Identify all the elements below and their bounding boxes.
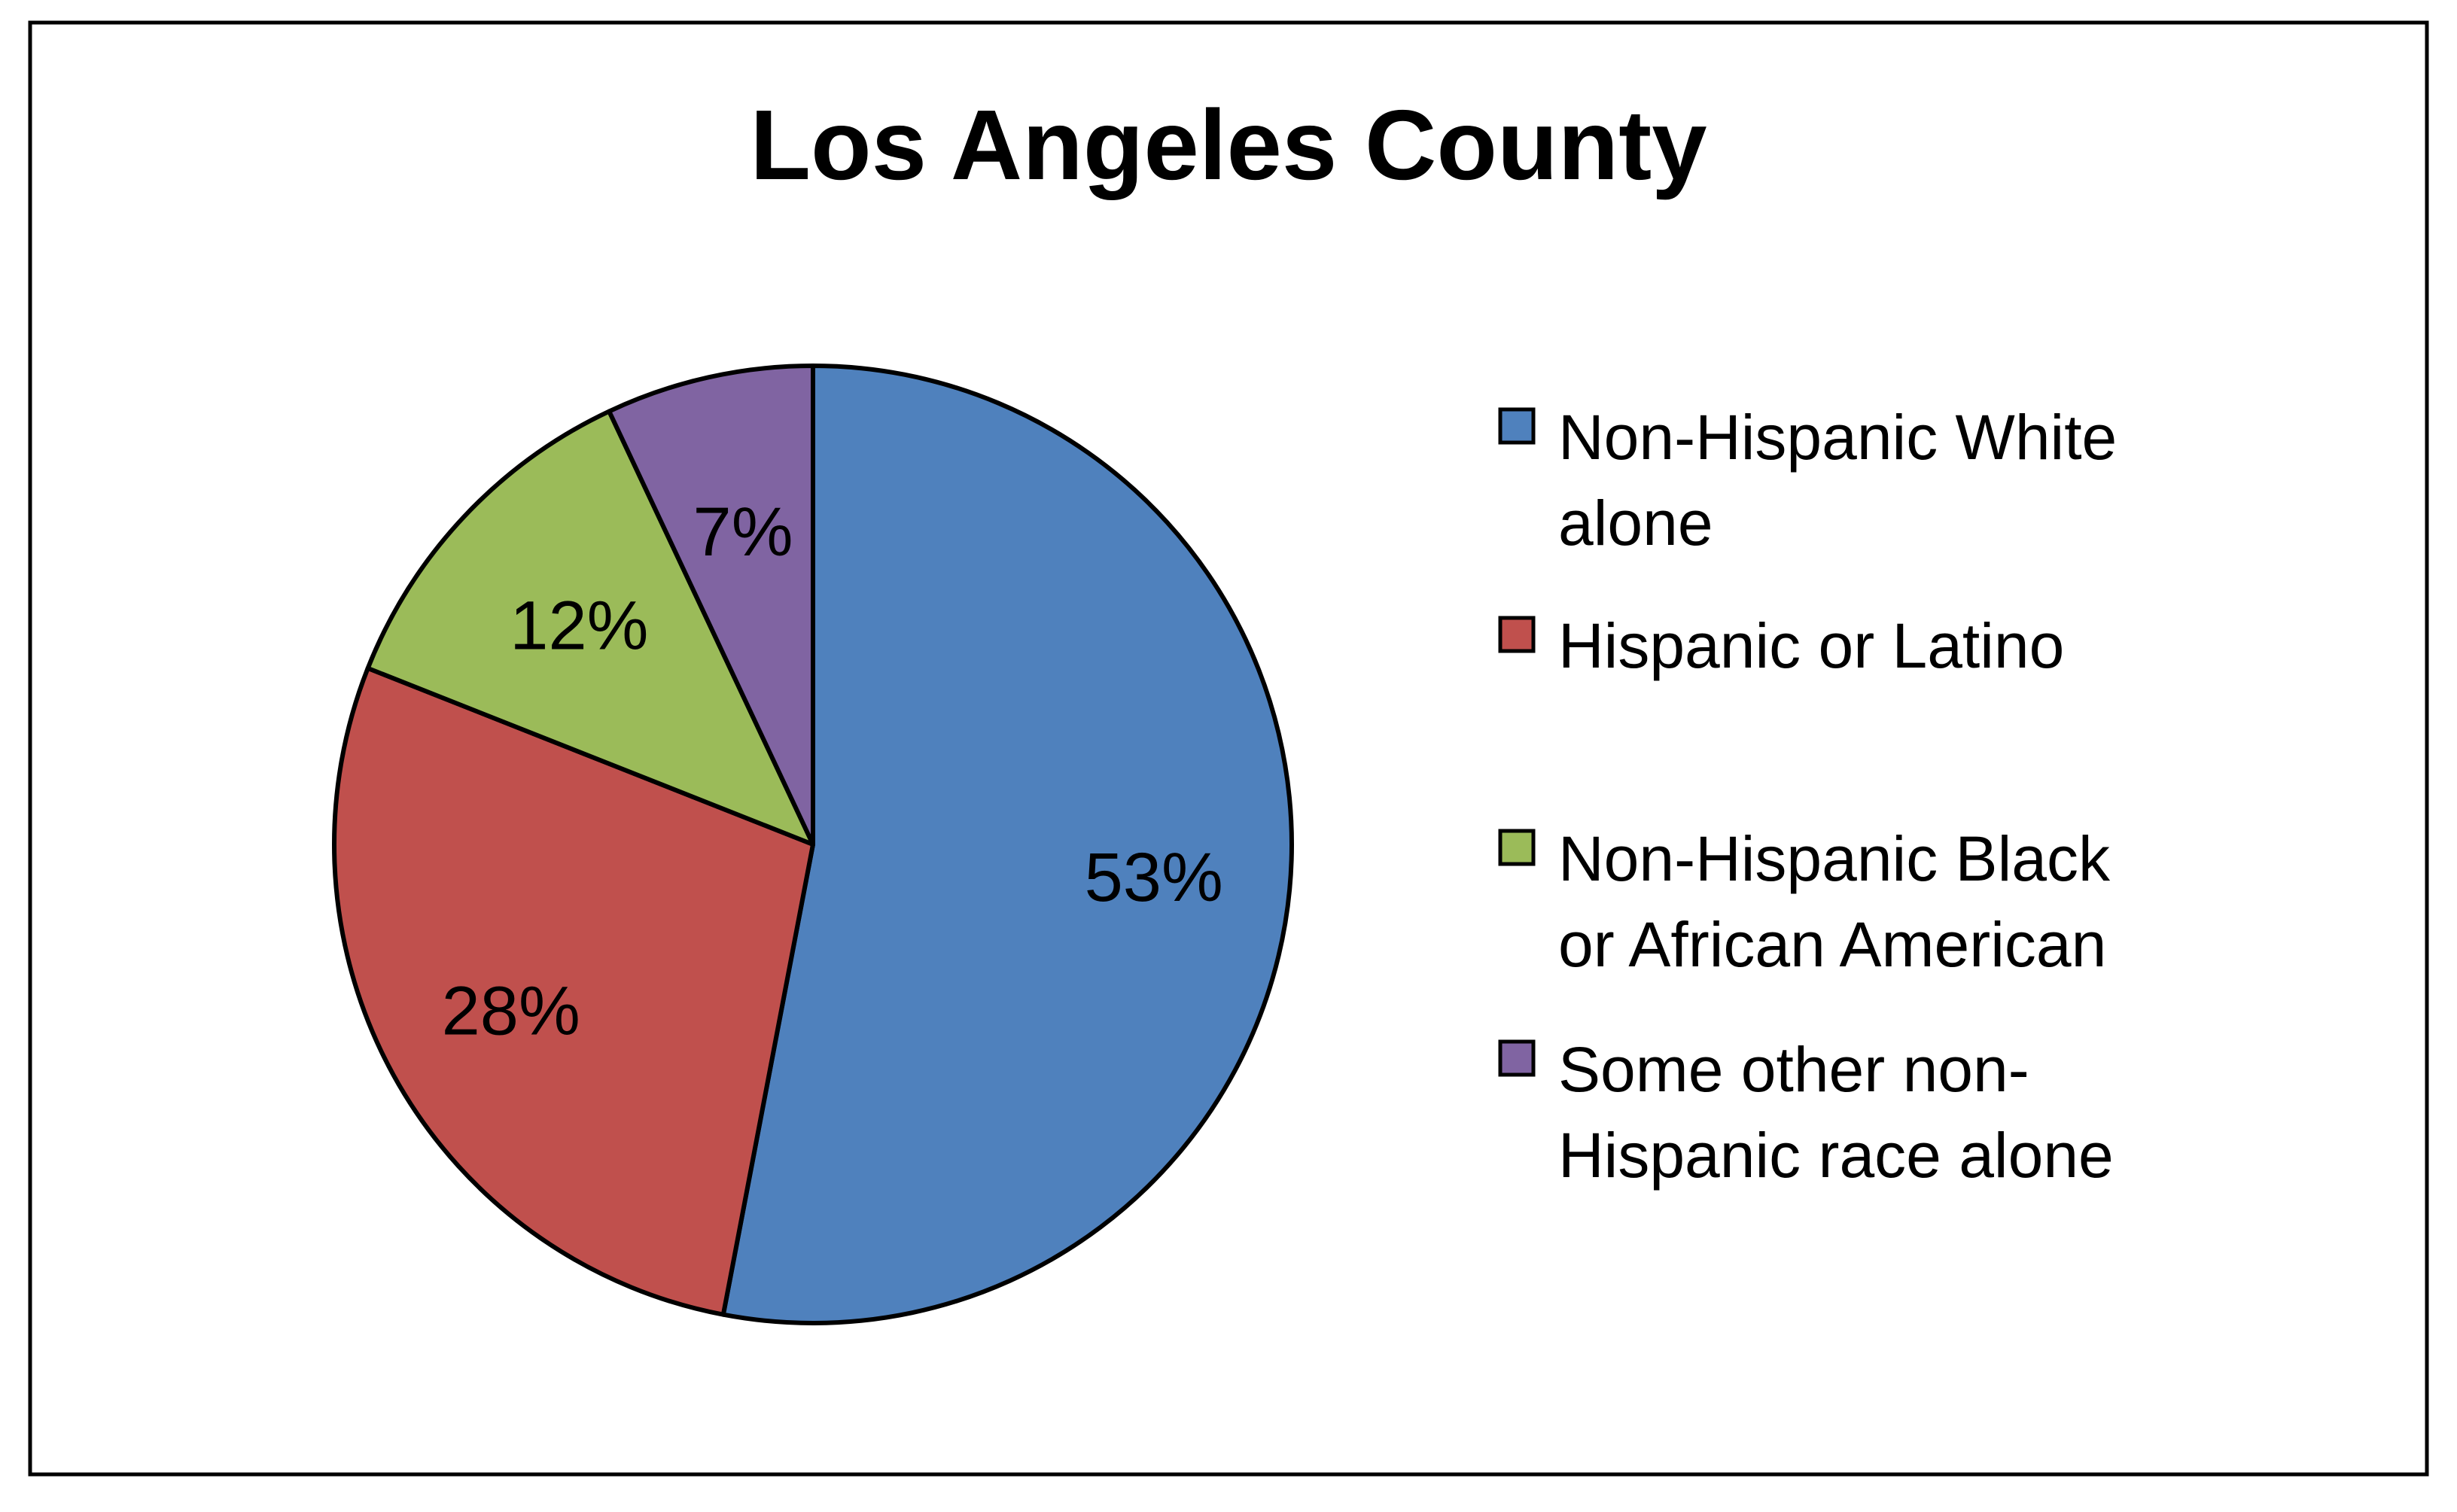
legend-swatch (1498, 1039, 1536, 1077)
legend-swatch (1498, 829, 1536, 866)
legend-label: Non-Hispanic White alone (1558, 402, 2117, 558)
legend-label: Some other non-Hispanic race alone (1558, 1034, 2114, 1191)
pie-slice-non-hispanic-white-alone (720, 364, 1294, 1325)
data-label-some-other-non-hispanic-race-alone: 7% (693, 494, 793, 570)
legend-swatch (1498, 407, 1536, 445)
pie-slice-non-hispanic-black-or-african-american (365, 409, 815, 847)
data-label-non-hispanic-white-alone: 53% (1085, 839, 1223, 916)
legend-entry-some-other-non-hispanic-race-alone: Some other non-Hispanic race alone (1498, 1034, 2114, 1191)
legend: Non-Hispanic White alone Hispanic or Latin… (1498, 402, 2117, 1191)
data-label-hispanic-or-latino: 28% (442, 973, 580, 1050)
data-label-non-hispanic-black-or-african-american: 12% (510, 587, 648, 664)
legend-swatch (1498, 616, 1536, 653)
chart-title: Los Angeles County (750, 90, 1707, 200)
legend-entry-non-hispanic-white-alone: Non-Hispanic White alone (1498, 402, 2117, 558)
legend-label: Non-Hispanic Black or African American (1558, 823, 2111, 980)
legend-label: Hispanic or Latino (1558, 610, 2064, 681)
legend-entry-hispanic-or-latino: Hispanic or Latino (1498, 610, 2064, 681)
legend-entry-non-hispanic-black-or-african-american: Non-Hispanic Black or African American (1498, 823, 2111, 980)
pie-slices (332, 364, 1294, 1325)
pie-slice-hispanic-or-latino (332, 665, 815, 1317)
pie-data-labels: 53% 28% 12% 7% (442, 494, 1223, 1049)
pie-slice-some-other-non-hispanic-race-alone (607, 364, 815, 847)
